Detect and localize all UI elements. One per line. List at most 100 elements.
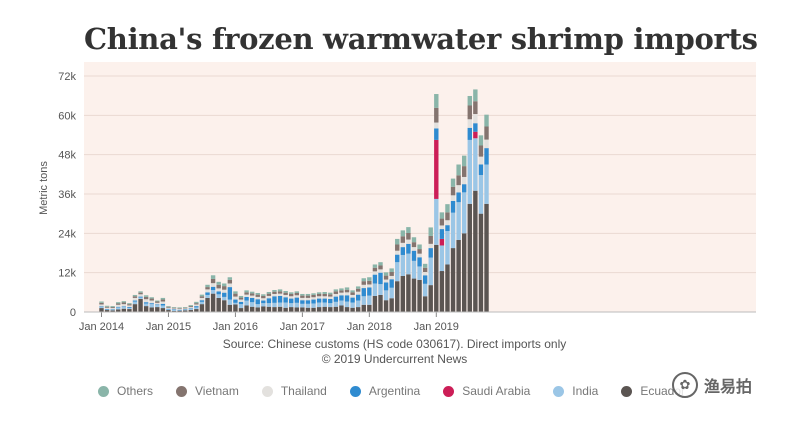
y-tick-label: 24k xyxy=(58,228,76,240)
bar-segment xyxy=(272,296,277,303)
bar-segment xyxy=(473,123,478,132)
legend-item[interactable]: Thailand xyxy=(261,384,327,398)
bar-segment xyxy=(322,293,327,297)
bar-segment xyxy=(428,248,433,258)
bar-segment xyxy=(439,218,445,226)
bar-segment xyxy=(104,307,110,310)
bar-segment xyxy=(138,298,143,312)
bar-segment xyxy=(255,292,260,295)
bar-segment xyxy=(467,139,472,204)
bar-segment xyxy=(222,300,227,312)
bar-segment xyxy=(339,292,344,296)
legend-item[interactable]: Vietnam xyxy=(176,384,239,398)
bar-segment xyxy=(355,307,361,312)
bar-segment xyxy=(355,291,361,295)
bar-segment xyxy=(322,296,327,299)
bar-segment xyxy=(411,260,417,279)
bar-segment xyxy=(445,220,450,226)
x-axis-ticks: Jan 2014 Jan 2015 Jan 2016 Jan 2017 Jan 2018… xyxy=(79,311,756,333)
bar-segment xyxy=(294,292,299,296)
legend-item[interactable]: Argentina xyxy=(349,384,421,398)
bar-segment xyxy=(378,272,383,285)
bar-segment xyxy=(127,308,132,310)
legend-item[interactable]: Others xyxy=(98,384,153,398)
legend-swatch xyxy=(98,385,109,397)
bar-segment xyxy=(389,287,394,299)
bar-segment xyxy=(227,279,233,284)
legend: Others Vietnam Thailand Argentina Saudi Arab… xyxy=(98,383,708,399)
bar-segment xyxy=(333,289,339,292)
bar-segment xyxy=(283,294,288,298)
bar-segment xyxy=(294,291,299,293)
bar-segment xyxy=(110,310,115,312)
legend-item[interactable]: Saudi Arabia xyxy=(443,384,530,398)
bar-segment xyxy=(99,304,104,307)
bar-segment xyxy=(222,289,227,293)
bar-segment xyxy=(238,304,244,309)
bar-segment xyxy=(328,303,333,308)
bar-segment xyxy=(143,306,149,312)
bar-segment xyxy=(104,309,110,310)
bar-segment xyxy=(462,192,467,234)
bar-segment xyxy=(289,307,294,312)
bar-segment xyxy=(328,298,333,304)
bar-segment xyxy=(417,244,422,250)
bar-segment xyxy=(261,295,266,299)
bar-segment xyxy=(462,184,467,193)
bar-segment xyxy=(183,310,188,312)
bar-segment xyxy=(311,307,316,312)
bar-segment xyxy=(406,253,411,275)
bar-segment xyxy=(233,291,238,294)
bar-segment xyxy=(266,292,272,294)
bar-segment xyxy=(445,264,450,312)
legend-label: Argentina xyxy=(368,384,421,398)
bar-segment xyxy=(450,186,456,196)
legend-item[interactable]: India xyxy=(553,384,598,398)
bar-segment xyxy=(255,296,260,300)
bar-segment xyxy=(149,298,154,301)
bar-segment xyxy=(300,303,305,308)
bar-segment xyxy=(244,294,249,297)
bar-segment xyxy=(272,302,277,308)
bar-segment xyxy=(300,297,305,301)
bar-segment xyxy=(205,287,210,290)
bar-segment xyxy=(305,297,311,301)
legend-label: Vietnam xyxy=(195,384,239,398)
bar-segment xyxy=(400,242,406,248)
bar-segment xyxy=(99,302,104,305)
bar-segment xyxy=(222,286,227,290)
bar-segment xyxy=(277,302,283,307)
x-tick-label: Jan 2015 xyxy=(146,321,191,333)
bar-segment xyxy=(166,306,171,308)
bar-segment xyxy=(266,298,272,304)
bar-segment xyxy=(166,307,171,309)
bar-segment xyxy=(127,305,132,308)
bar-segment xyxy=(355,286,361,289)
bar-segment xyxy=(333,301,339,307)
bar-segment xyxy=(361,304,366,312)
bar-segment xyxy=(289,298,294,304)
bar-segment xyxy=(110,308,115,310)
bar-segment xyxy=(121,306,127,308)
bar-segment xyxy=(205,284,210,288)
bar-segment xyxy=(445,231,450,265)
bar-segment xyxy=(361,284,366,289)
y-tick-label: 48k xyxy=(58,150,76,162)
bar-segment xyxy=(171,308,177,310)
bar-segment xyxy=(121,302,127,305)
bar-segment xyxy=(132,296,138,298)
bar-segment xyxy=(110,307,115,309)
bar-segment xyxy=(116,309,121,312)
bar-segment xyxy=(143,302,149,304)
bar-segment xyxy=(261,298,266,301)
bar-segment xyxy=(283,307,288,312)
bar-segment xyxy=(188,306,193,308)
x-tick-label: Jan 2019 xyxy=(414,321,459,333)
bar-segment xyxy=(434,107,439,123)
bar-segment xyxy=(478,135,484,146)
bar-segment xyxy=(199,304,205,312)
bar-segment xyxy=(389,268,394,273)
bar-segment xyxy=(155,305,160,308)
bar-segment xyxy=(389,275,394,280)
bar-segment xyxy=(406,233,411,240)
